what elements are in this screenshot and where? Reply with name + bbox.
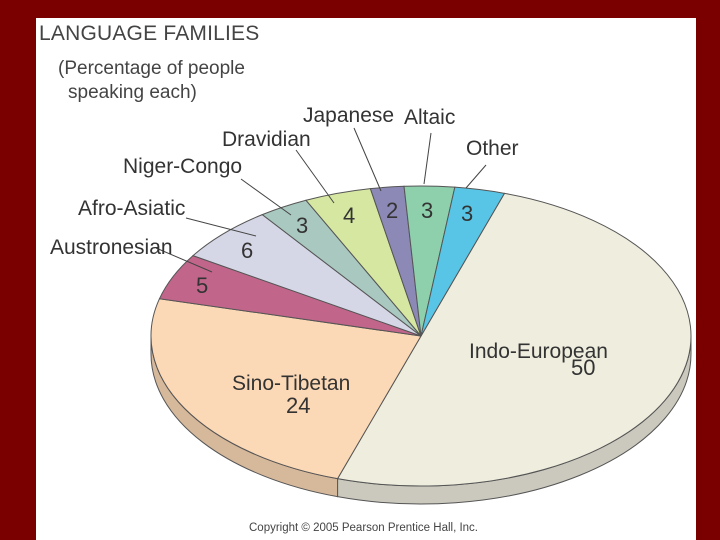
slice-value-afro-asiatic: 6 xyxy=(241,238,253,263)
slice-value-niger-congo: 3 xyxy=(296,213,308,238)
chart-title: LANGUAGE FAMILIES xyxy=(39,22,259,45)
pie-slice-other xyxy=(420,186,506,337)
pie-slice-sino-tibetan xyxy=(150,298,422,480)
pie-leader-lines xyxy=(155,127,487,273)
slice-value-dravidian: 4 xyxy=(343,203,355,228)
leader-line-altaic xyxy=(423,132,432,185)
slice-name-sino-tibetan: Sino-Tibetan xyxy=(232,372,350,395)
slice-name-japanese: Japanese xyxy=(303,104,394,127)
slice-name-altaic: Altaic xyxy=(404,106,455,129)
leader-line-japanese xyxy=(353,127,382,192)
chart-subtitle-line2: speaking each) xyxy=(68,82,197,103)
slice-name-niger-congo: Niger-Congo xyxy=(123,155,242,178)
slice-name-other: Other xyxy=(466,137,519,160)
copyright-note: Copyright © 2005 Pearson Prentice Hall, … xyxy=(249,522,478,534)
slice-name-dravidian: Dravidian xyxy=(222,128,311,151)
leader-line-austronesian xyxy=(155,247,213,273)
slice-value-japanese: 2 xyxy=(386,198,398,223)
chart-subtitle-line1: (Percentage of people xyxy=(58,58,245,79)
language-families-pie-chart: LANGUAGE FAMILIES (Percentage of people … xyxy=(39,22,692,534)
slice-value-altaic: 3 xyxy=(421,198,433,223)
pie-slice-indo-european xyxy=(336,192,691,487)
slice-value-other: 3 xyxy=(461,201,473,226)
pie-labels-group: Indo-European50Sino-Tibetan24Austronesia… xyxy=(50,104,608,418)
slice-value-indo-european: 50 xyxy=(571,355,595,380)
leader-line-other xyxy=(465,164,487,189)
leader-line-afro-asiatic xyxy=(185,217,257,237)
leader-line-dravidian xyxy=(295,149,335,204)
slice-value-sino-tibetan: 24 xyxy=(286,393,310,418)
slice-name-afro-asiatic: Afro-Asiatic xyxy=(78,197,185,220)
leader-line-niger-congo xyxy=(240,178,292,216)
slide-panel: LANGUAGE FAMILIES (Percentage of people … xyxy=(36,18,696,540)
slice-name-indo-european: Indo-European xyxy=(469,340,608,363)
slice-value-austronesian: 5 xyxy=(196,273,208,298)
pie-top-group xyxy=(150,185,691,487)
slice-name-austronesian: Austronesian xyxy=(50,236,173,259)
